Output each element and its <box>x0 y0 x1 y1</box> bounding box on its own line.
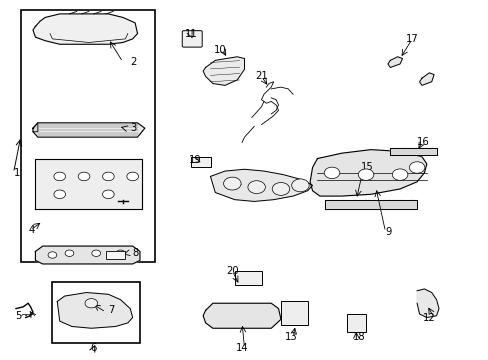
Polygon shape <box>324 200 416 208</box>
Text: 2: 2 <box>130 57 136 67</box>
Circle shape <box>65 250 74 256</box>
Polygon shape <box>33 123 38 132</box>
FancyBboxPatch shape <box>182 31 202 47</box>
Circle shape <box>126 172 138 181</box>
Text: 3: 3 <box>130 123 136 133</box>
Polygon shape <box>35 158 142 208</box>
Polygon shape <box>203 303 281 328</box>
Polygon shape <box>35 246 140 264</box>
Polygon shape <box>203 57 244 85</box>
Text: 20: 20 <box>225 266 238 276</box>
Text: 10: 10 <box>213 45 226 55</box>
Circle shape <box>54 172 65 181</box>
Bar <box>21 10 154 262</box>
Circle shape <box>223 177 241 190</box>
Text: 16: 16 <box>416 138 429 148</box>
Polygon shape <box>389 148 436 155</box>
Text: 11: 11 <box>184 28 197 39</box>
Circle shape <box>408 162 424 173</box>
Text: 1: 1 <box>14 168 20 178</box>
Circle shape <box>102 172 114 181</box>
Circle shape <box>48 252 57 258</box>
Polygon shape <box>33 14 137 44</box>
Text: 13: 13 <box>284 332 296 342</box>
Polygon shape <box>416 289 438 318</box>
Text: 5: 5 <box>15 311 21 321</box>
Circle shape <box>247 181 265 194</box>
Polygon shape <box>57 293 132 328</box>
Text: 15: 15 <box>361 162 373 172</box>
Text: 14: 14 <box>235 343 248 353</box>
Circle shape <box>291 179 308 192</box>
Circle shape <box>54 190 65 199</box>
Text: 18: 18 <box>352 332 365 342</box>
Circle shape <box>102 190 114 199</box>
Circle shape <box>324 167 339 179</box>
Bar <box>52 282 140 342</box>
Bar <box>106 251 125 259</box>
Polygon shape <box>33 123 144 137</box>
Text: 9: 9 <box>385 227 391 237</box>
Text: 7: 7 <box>108 305 115 315</box>
Text: 6: 6 <box>90 343 97 353</box>
Polygon shape <box>387 57 402 67</box>
Text: 21: 21 <box>255 71 267 81</box>
Bar <box>346 314 366 332</box>
Polygon shape <box>309 150 426 196</box>
Bar <box>281 301 307 325</box>
Text: 19: 19 <box>188 156 201 165</box>
Circle shape <box>85 298 98 308</box>
Bar <box>191 157 211 167</box>
Text: 12: 12 <box>422 312 435 323</box>
Circle shape <box>92 250 101 256</box>
Text: 4: 4 <box>28 225 34 235</box>
Polygon shape <box>210 169 312 202</box>
Circle shape <box>78 172 90 181</box>
Circle shape <box>358 169 373 180</box>
Polygon shape <box>419 73 433 85</box>
Circle shape <box>272 183 289 195</box>
Text: 8: 8 <box>132 248 139 258</box>
Circle shape <box>116 250 124 256</box>
Bar <box>234 271 261 285</box>
Circle shape <box>391 169 407 180</box>
Text: 17: 17 <box>405 34 418 44</box>
